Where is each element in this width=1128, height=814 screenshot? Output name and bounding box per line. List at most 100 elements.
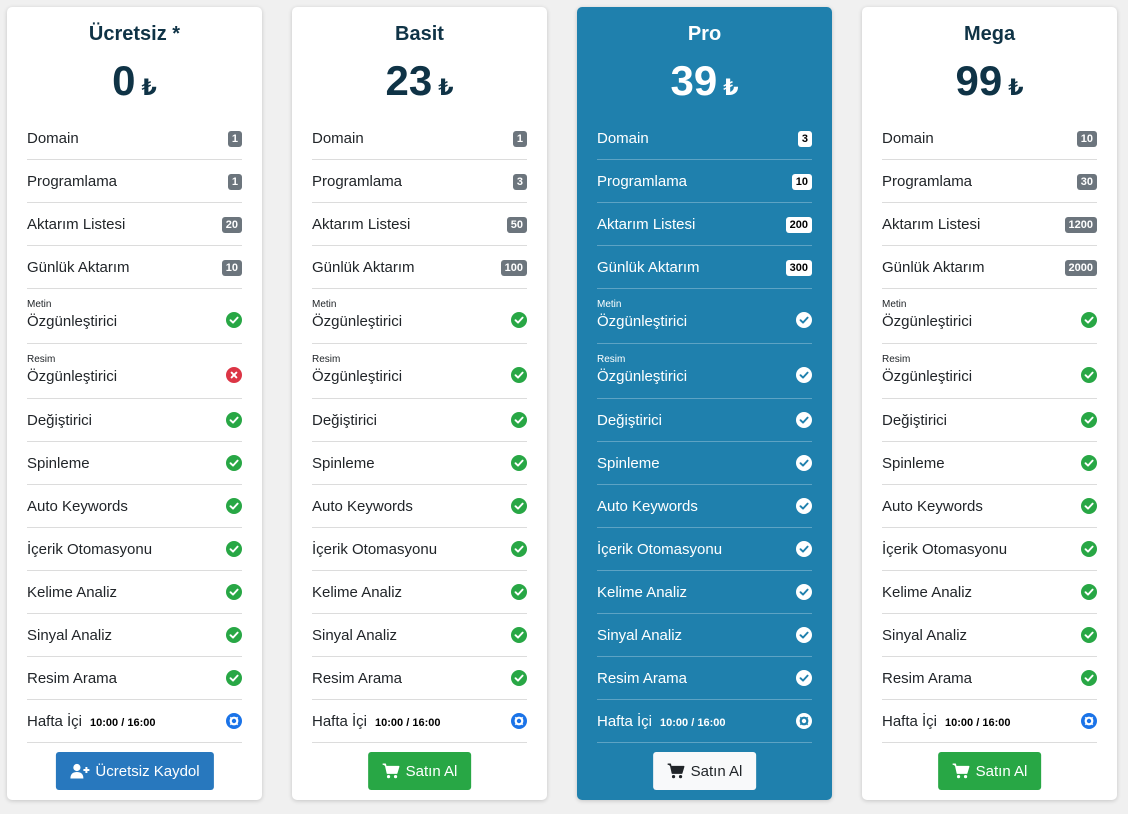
check-circle-icon: [511, 412, 527, 428]
feature-row-aktarim-listesi: Aktarım Listesi 1200: [882, 203, 1097, 246]
feature-badge: 20: [221, 217, 242, 233]
feature-label: Aktarım Listesi: [882, 216, 980, 233]
price-amount: 0: [112, 57, 136, 104]
feature-label-text: Aktarım Listesi: [882, 216, 981, 233]
feature-sublabel: Metin: [312, 299, 337, 310]
feature-badge: 1: [227, 174, 242, 190]
buy-button[interactable]: Satın Al: [652, 752, 757, 790]
pricing-card-mega: Mega 99 ₺ Domain 10 Programlama 30 Aktarım List…: [862, 7, 1117, 800]
free-signup-button[interactable]: Ücretsiz Kaydol: [55, 752, 214, 790]
feature-row-kelime-analiz: Kelime Analiz: [312, 571, 527, 614]
price-amount: 39: [670, 57, 718, 104]
feature-label: Hafta İçi 10:00 / 16:00: [27, 713, 155, 730]
feature-label-text: Programlama: [312, 173, 403, 190]
feature-label: Günlük Aktarım: [27, 259, 130, 276]
life-ring-icon: [796, 713, 812, 729]
feature-label: Resim Arama: [882, 670, 972, 687]
feature-label: Resim Arama: [312, 670, 402, 687]
feature-row-programlama: Programlama 3: [312, 160, 527, 203]
feature-badge: 300: [785, 260, 812, 276]
feature-label: Domain: [882, 130, 934, 147]
check-circle-icon: [1081, 670, 1097, 686]
feature-row-auto-keywords: Auto Keywords: [312, 485, 527, 528]
feature-label: Kelime Analiz: [27, 584, 117, 601]
feature-label: Programlama: [312, 173, 402, 190]
check-circle-icon: [226, 584, 242, 600]
feature-sublabel: Metin: [597, 299, 622, 310]
feature-label-text: Resim Arama: [882, 670, 973, 687]
feature-label-text: Spinleme: [312, 455, 375, 472]
price-amount: 99: [955, 57, 1003, 104]
feature-row-domain: Domain 1: [27, 117, 242, 160]
feature-row-icerik-otomasyonu: İçerik Otomasyonu: [597, 528, 812, 571]
feature-label: Kelime Analiz: [312, 584, 402, 601]
feature-label-text: Resim Arama: [597, 670, 688, 687]
feature-row-auto-keywords: Auto Keywords: [597, 485, 812, 528]
feature-label-text: Kelime Analiz: [882, 584, 973, 601]
feature-label: Resim Arama: [597, 670, 687, 687]
feature-label: Auto Keywords: [27, 498, 128, 515]
feature-label-text: Değiştirici: [597, 412, 663, 429]
buy-button[interactable]: Satın Al: [367, 752, 472, 790]
feature-label-text: Resim Arama: [27, 670, 118, 687]
feature-label-text: Programlama: [27, 173, 118, 190]
feature-label-text: İçerik Otomasyonu: [882, 541, 1008, 558]
feature-row-spinleme: Spinleme: [597, 442, 812, 485]
feature-label-text: Kelime Analiz: [597, 584, 688, 601]
check-circle-icon: [796, 412, 812, 428]
check-circle-icon: [796, 670, 812, 686]
feature-label-text: Günlük Aktarım: [312, 259, 415, 276]
feature-label: Günlük Aktarım: [312, 259, 415, 276]
feature-label: Domain: [597, 130, 649, 147]
feature-row-domain: Domain 10: [882, 117, 1097, 160]
feature-label: Günlük Aktarım: [882, 259, 985, 276]
feature-list: Domain 1 Programlama 3 Aktarım Listesi 50 Günl…: [312, 117, 527, 743]
feature-label-text: Hafta İçi: [27, 713, 83, 730]
feature-label-text: Aktarım Listesi: [27, 216, 126, 233]
feature-badge: 100: [500, 260, 527, 276]
feature-label-text: Hafta İçi: [882, 713, 938, 730]
feature-row-sinyal-analiz: Sinyal Analiz: [312, 614, 527, 657]
feature-row-kelime-analiz: Kelime Analiz: [882, 571, 1097, 614]
feature-label-text: Değiştirici: [312, 412, 378, 429]
feature-row-gunluk-aktarim: Günlük Aktarım 2000: [882, 246, 1097, 289]
feature-row-metin-ozgunlestirici: Metin Özgünleştirici: [597, 289, 812, 344]
feature-label: Sinyal Analiz: [882, 627, 967, 644]
feature-badge: 200: [785, 217, 812, 233]
check-circle-icon: [226, 312, 242, 328]
feature-label-text: Domain: [27, 130, 79, 147]
user-plus-icon: [69, 763, 89, 779]
feature-sublabel: Resim: [312, 354, 341, 365]
feature-label-text: Aktarım Listesi: [597, 216, 696, 233]
feature-list: Domain 1 Programlama 1 Aktarım Listesi 20 Günl…: [27, 117, 242, 743]
check-circle-icon: [226, 412, 242, 428]
feature-label-text: Özgünleştirici: [312, 313, 403, 330]
feature-label-text: Günlük Aktarım: [882, 259, 985, 276]
feature-row-icerik-otomasyonu: İçerik Otomasyonu: [882, 528, 1097, 571]
button-label: Satın Al: [405, 762, 458, 780]
check-circle-icon: [511, 312, 527, 328]
feature-row-degistirici: Değiştirici: [312, 399, 527, 442]
feature-list: Domain 10 Programlama 30 Aktarım Listesi 1200…: [882, 117, 1097, 743]
feature-label-text: Programlama: [882, 173, 973, 190]
feature-label: Hafta İçi 10:00 / 16:00: [882, 713, 1010, 730]
feature-label: Spinleme: [27, 455, 90, 472]
feature-label: Programlama: [27, 173, 117, 190]
feature-label: Özgünleştirici: [312, 313, 402, 330]
check-circle-icon: [796, 367, 812, 383]
lira-icon: ₺: [141, 75, 157, 100]
check-circle-icon: [796, 312, 812, 328]
feature-label: Özgünleştirici: [597, 313, 687, 330]
lira-icon: ₺: [438, 75, 454, 100]
feature-badge: 1: [227, 131, 242, 147]
buy-button[interactable]: Satın Al: [937, 752, 1042, 790]
feature-label: Sinyal Analiz: [597, 627, 682, 644]
plan-price: 0 ₺: [7, 57, 262, 105]
feature-row-sinyal-analiz: Sinyal Analiz: [882, 614, 1097, 657]
feature-label: Domain: [312, 130, 364, 147]
feature-label-text: Spinleme: [597, 455, 660, 472]
feature-label: Değiştirici: [597, 412, 662, 429]
feature-label: Aktarım Listesi: [27, 216, 125, 233]
check-circle-icon: [511, 498, 527, 514]
feature-label-text: Auto Keywords: [312, 498, 413, 515]
